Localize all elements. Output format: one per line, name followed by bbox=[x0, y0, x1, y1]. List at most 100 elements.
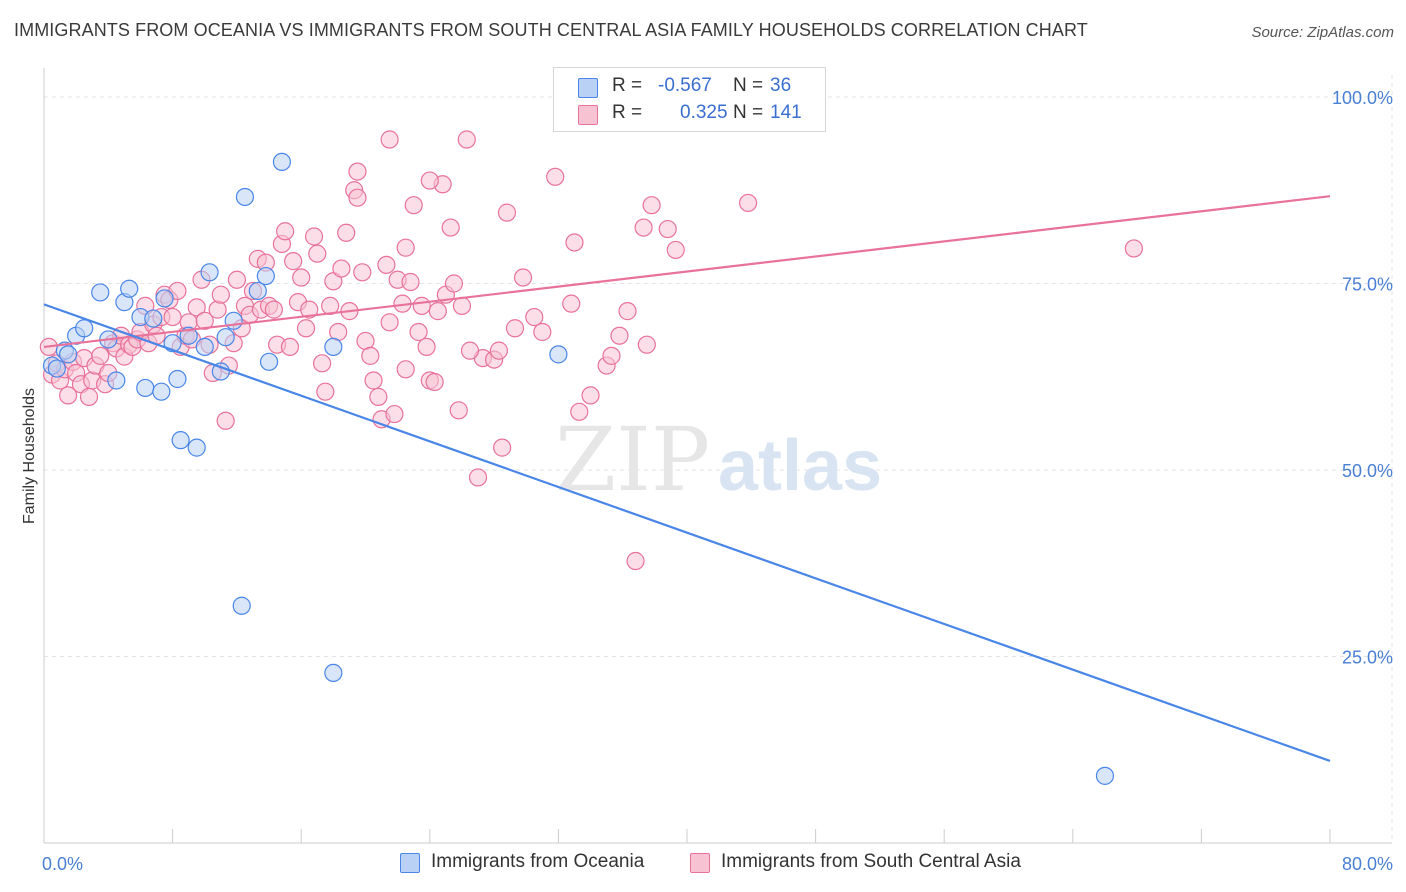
point-south-central-asia bbox=[353, 263, 372, 282]
point-south-central-asia bbox=[468, 468, 488, 487]
point-oceania bbox=[155, 289, 174, 308]
point-south-central-asia bbox=[420, 171, 439, 190]
point-south-central-asia bbox=[195, 311, 214, 330]
point-south-central-asia bbox=[364, 371, 383, 390]
y-tick-label: 50.0% bbox=[1342, 461, 1393, 481]
point-south-central-asia bbox=[59, 386, 78, 405]
bottom-legend-label: Immigrants from South Central Asia bbox=[721, 851, 1021, 872]
point-south-central-asia bbox=[208, 300, 227, 319]
point-south-central-asia bbox=[666, 240, 685, 260]
point-south-central-asia bbox=[276, 222, 295, 241]
point-south-central-asia bbox=[452, 296, 472, 315]
point-south-central-asia bbox=[361, 346, 380, 365]
point-south-central-asia bbox=[369, 387, 388, 406]
point-south-central-asia bbox=[525, 307, 544, 327]
point-south-central-asia bbox=[602, 346, 621, 365]
point-south-central-asia bbox=[444, 274, 464, 293]
point-south-central-asia bbox=[79, 387, 99, 406]
point-oceania bbox=[256, 266, 275, 286]
point-south-central-asia bbox=[404, 196, 423, 215]
point-oceania bbox=[152, 382, 171, 401]
bottom-legend-label: Immigrants from Oceania bbox=[431, 851, 645, 872]
point-south-central-asia bbox=[489, 341, 509, 360]
point-oceania bbox=[75, 319, 94, 338]
chart-title: IMMIGRANTS FROM OCEANIA VS IMMIGRANTS FR… bbox=[14, 20, 1088, 40]
point-south-central-asia bbox=[610, 326, 629, 345]
point-south-central-asia bbox=[348, 162, 367, 181]
point-south-central-asia bbox=[380, 130, 399, 149]
point-south-central-asia bbox=[1124, 239, 1143, 258]
correlation-legend: R = -0.567 N = 36 R = 0.325 N = 141 bbox=[553, 67, 826, 132]
point-south-central-asia bbox=[460, 341, 480, 360]
point-south-central-asia bbox=[187, 298, 206, 317]
r-label: R = bbox=[612, 75, 643, 96]
point-south-central-asia bbox=[91, 346, 110, 365]
point-south-central-asia bbox=[163, 307, 182, 327]
y-tick-label: 75.0% bbox=[1342, 275, 1393, 295]
point-south-central-asia bbox=[738, 193, 758, 213]
point-oceania bbox=[47, 359, 66, 378]
point-south-central-asia bbox=[425, 372, 444, 392]
sca-swatch bbox=[578, 105, 598, 125]
point-oceania bbox=[107, 371, 126, 390]
point-south-central-asia bbox=[380, 313, 399, 332]
trend-line-oceania bbox=[43, 303, 1331, 762]
tick-labels: 25.0% 50.0% 75.0% 100.0% 0.0% 80.0% bbox=[42, 88, 1393, 874]
sca-swatch bbox=[690, 853, 710, 873]
r-value: -0.567 bbox=[658, 75, 712, 96]
point-south-central-asia bbox=[626, 551, 645, 571]
point-oceania bbox=[324, 337, 343, 357]
point-south-central-asia bbox=[658, 219, 677, 239]
point-south-central-asia bbox=[546, 167, 565, 186]
point-south-central-asia bbox=[428, 302, 447, 321]
point-south-central-asia bbox=[227, 270, 246, 289]
point-oceania bbox=[232, 596, 251, 615]
point-south-central-asia bbox=[457, 130, 476, 149]
point-south-central-asia bbox=[312, 354, 332, 373]
point-south-central-asia bbox=[284, 252, 303, 271]
point-south-central-asia bbox=[562, 294, 581, 313]
watermark-atlas: atlas bbox=[718, 426, 882, 506]
point-south-central-asia bbox=[304, 227, 324, 246]
point-oceania bbox=[200, 263, 219, 282]
r-value: 0.325 bbox=[680, 102, 728, 123]
point-south-central-asia bbox=[497, 203, 517, 222]
point-oceania bbox=[187, 438, 206, 457]
y-axis-label: Family Households bbox=[21, 388, 38, 524]
point-oceania bbox=[1095, 766, 1115, 785]
point-oceania bbox=[248, 281, 267, 301]
point-south-central-asia bbox=[441, 218, 460, 237]
point-south-central-asia bbox=[337, 223, 356, 242]
point-south-central-asia bbox=[449, 401, 468, 420]
point-oceania bbox=[259, 352, 279, 371]
point-south-central-asia bbox=[505, 319, 525, 338]
point-south-central-asia bbox=[642, 196, 661, 215]
point-south-central-asia bbox=[409, 322, 428, 342]
point-oceania bbox=[59, 345, 78, 364]
point-oceania bbox=[136, 378, 155, 398]
point-south-central-asia bbox=[396, 238, 415, 257]
point-oceania bbox=[144, 309, 163, 328]
axes bbox=[43, 68, 1392, 844]
point-south-central-asia bbox=[533, 322, 552, 342]
point-oceania bbox=[324, 663, 343, 683]
point-south-central-asia bbox=[348, 188, 367, 207]
point-oceania bbox=[91, 283, 110, 302]
point-south-central-asia bbox=[570, 402, 589, 421]
point-south-central-asia bbox=[264, 300, 283, 319]
point-south-central-asia bbox=[401, 272, 420, 292]
point-south-central-asia bbox=[618, 302, 637, 321]
point-oceania bbox=[168, 369, 187, 389]
r-label: R = bbox=[612, 102, 643, 123]
n-label: N = bbox=[733, 75, 764, 96]
watermark-zip: ZIP bbox=[555, 408, 710, 511]
watermark: ZIP atlas bbox=[555, 408, 882, 511]
point-south-central-asia bbox=[211, 285, 230, 304]
point-oceania bbox=[171, 431, 190, 450]
point-south-central-asia bbox=[565, 233, 584, 252]
n-value: 36 bbox=[770, 75, 792, 96]
point-oceania bbox=[216, 328, 235, 347]
point-south-central-asia bbox=[417, 337, 436, 357]
y-tick-label: 25.0% bbox=[1342, 648, 1393, 668]
